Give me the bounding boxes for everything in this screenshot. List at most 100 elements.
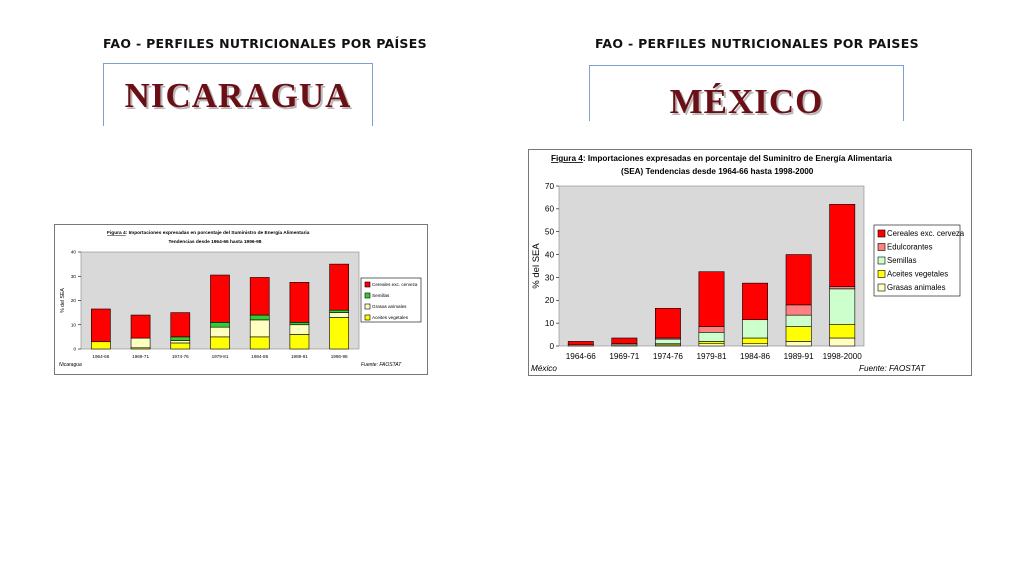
mexico-source: Fuente: FAOSTAT xyxy=(859,364,926,373)
nicaragua-xtick-label: 1969-71 xyxy=(132,354,149,359)
mexico-bar-segment xyxy=(567,341,594,346)
nicaragua-ytick-label: 10 xyxy=(71,322,77,327)
mexico-bar-segment xyxy=(785,314,812,327)
nicaragua-title: Figura 4: Importaciones expresadas en po… xyxy=(107,230,310,236)
nicaragua-ytick-label: 0 xyxy=(73,347,76,352)
mexico-ytick-label: 40 xyxy=(545,250,555,259)
nicaragua-bar-segment xyxy=(170,336,191,341)
nicaragua-legend-label: Cereales exc. cerveza xyxy=(372,282,418,287)
mexico-subtitle: (SEA) Tendencias desde 1964-66 hasta 199… xyxy=(621,167,814,176)
mexico-xtick-label: 1998-2000 xyxy=(823,352,863,361)
mexico-xtick-label: 1974-76 xyxy=(653,352,683,361)
nicaragua-bar-segment xyxy=(130,314,151,339)
mexico-legend-swatch xyxy=(877,256,886,265)
nicaragua-xtick-label: 1964-66 xyxy=(92,354,109,359)
nicaragua-legend-swatch xyxy=(364,281,371,288)
nicaragua-bar-segment xyxy=(210,326,230,338)
mexico-chart-panel: Figura 4: Importaciones expresadas en po… xyxy=(528,149,972,376)
nicaragua-bar-segment xyxy=(249,277,270,316)
nicaragua-xtick-label: 1974-76 xyxy=(172,354,189,359)
mexico-bar-segment xyxy=(742,343,769,347)
mexico-legend-label: Semillas xyxy=(887,256,917,265)
nicaragua-bar-segment xyxy=(170,342,191,350)
mexico-xtick-label: 1964-66 xyxy=(566,352,596,361)
nicaragua-xtick-label: 1989-91 xyxy=(291,354,308,359)
mexico-bar-segment xyxy=(698,326,725,333)
nicaragua-bar-segment xyxy=(91,341,111,350)
nicaragua-bar-segment xyxy=(329,309,349,313)
nicaragua-bar-segment xyxy=(249,336,270,350)
mexico-legend-label: Edulcorantes xyxy=(887,243,933,252)
mexico-bar-segment xyxy=(654,307,681,339)
mexico-chart: Figura 4: Importaciones expresadas en po… xyxy=(531,154,965,373)
nicaragua-ytick-label: 20 xyxy=(71,298,77,303)
mexico-xtick-label: 1979-81 xyxy=(696,352,726,361)
mexico-bar-segment xyxy=(698,331,725,342)
nicaragua-legend-box xyxy=(360,277,422,323)
mexico-title-figure: Figura 4 xyxy=(551,154,583,163)
mexico-bar-segment xyxy=(698,271,725,327)
mexico-title: Figura 4: Importaciones expresadas en po… xyxy=(551,154,892,163)
nicaragua-bar-segment xyxy=(329,263,349,311)
mexico-legend-label: Aceites vegetales xyxy=(887,270,948,279)
mexico-legend-box xyxy=(873,224,961,297)
mexico-bar-segment xyxy=(829,286,856,290)
nicaragua-xtick-label: 1996-98 xyxy=(331,354,348,359)
mexico-bar-segment xyxy=(785,341,812,347)
nicaragua-bar-segment xyxy=(210,274,230,323)
mexico-bar-segment xyxy=(829,323,856,339)
mexico-ytick-label: 60 xyxy=(545,205,555,214)
mexico-legend-swatch xyxy=(877,243,886,251)
nicaragua-bar-segment xyxy=(130,337,151,349)
mexico-legend-swatch xyxy=(877,229,886,238)
mexico-ytick-label: 30 xyxy=(545,273,555,282)
left-country-box: NICARAGUA xyxy=(103,63,373,126)
mexico-legend-label: Cereales exc. cerveza xyxy=(887,229,965,238)
mexico-ytick-label: 70 xyxy=(545,182,555,191)
nicaragua-legend-swatch xyxy=(364,292,371,299)
nicaragua-xtick-label: 1979-81 xyxy=(212,354,229,359)
mexico-ytick-label: 0 xyxy=(549,342,554,351)
nicaragua-legend-label: Grasas animales xyxy=(372,304,407,309)
mexico-bar-segment xyxy=(698,341,725,345)
mexico-xtick-label: 1984-86 xyxy=(740,352,770,361)
nicaragua-title-text: : Importaciones expresadas en porcentaje… xyxy=(126,230,310,236)
nicaragua-bar-segment xyxy=(329,317,349,350)
nicaragua-bar-segment xyxy=(91,308,111,343)
mexico-ytick-label: 20 xyxy=(545,296,555,305)
mexico-bar-segment xyxy=(785,254,812,306)
mexico-bar-segment xyxy=(742,282,769,321)
right-header: FAO - PERFILES NUTRICIONALES POR PAISES xyxy=(595,36,919,51)
nicaragua-title-figure: Figura 4 xyxy=(107,230,126,236)
nicaragua-ytick-label: 30 xyxy=(71,274,77,279)
nicaragua-xtick-label: 1984-86 xyxy=(251,354,268,359)
right-country-box: MÉXICO xyxy=(589,65,904,121)
nicaragua-subtitle: Tendencias desde 1964-66 hasta 1996-98 xyxy=(169,239,262,245)
nicaragua-bar-segment xyxy=(170,312,191,338)
mexico-bar-segment xyxy=(785,304,812,316)
mexico-bar-segment xyxy=(654,338,681,345)
nicaragua-bar-segment xyxy=(249,314,270,321)
nicaragua-country-label: Nicaragua xyxy=(59,362,82,368)
mexico-bar-segment xyxy=(698,343,725,347)
nicaragua-legend-label: Aceites vegetales xyxy=(372,315,409,320)
nicaragua-bar-segment xyxy=(289,322,310,326)
right-country-title: MÉXICO xyxy=(669,82,824,121)
nicaragua-legend-label: Semillas xyxy=(372,293,390,298)
mexico-title-text: : Importaciones expresadas en porcentaje… xyxy=(583,154,893,163)
nicaragua-bar-segment xyxy=(289,324,310,335)
nicaragua-bar-segment xyxy=(249,319,270,338)
nicaragua-bar-segment xyxy=(289,282,310,323)
mexico-bar-segment xyxy=(829,288,856,325)
nicaragua-bar-segment xyxy=(289,334,310,350)
nicaragua-chart: Figura 4: Importaciones expresadas en po… xyxy=(59,230,422,368)
mexico-bar-segment xyxy=(785,326,812,342)
nicaragua-chart-panel: Figura 4: Importaciones expresadas en po… xyxy=(54,224,428,375)
mexico-bar-segment xyxy=(829,337,856,347)
mexico-xtick-label: 1969-71 xyxy=(609,352,639,361)
mexico-bar-segment xyxy=(829,203,856,287)
mexico-country-label: México xyxy=(531,364,557,373)
nicaragua-bar-segment xyxy=(329,312,349,318)
mexico-ytick-label: 50 xyxy=(545,228,555,237)
nicaragua-source: Fuente: FAOSTAT xyxy=(361,362,402,368)
